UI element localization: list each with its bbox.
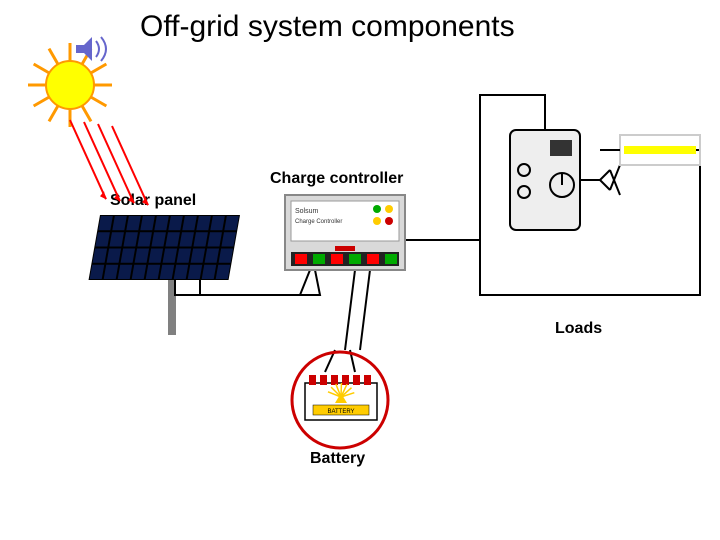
wire xyxy=(345,270,355,350)
svg-text:Charge Controller: Charge Controller xyxy=(295,219,342,225)
speaker-icon xyxy=(76,37,92,61)
meter-load-icon xyxy=(510,130,580,230)
wire xyxy=(360,270,370,350)
solar-panel-icon xyxy=(89,215,240,280)
sun-icon xyxy=(28,43,112,127)
battery-icon: BATTERY xyxy=(305,375,377,420)
svg-text:BATTERY: BATTERY xyxy=(327,409,354,415)
diagram-svg: Solsum Charge Controller BATTERY xyxy=(0,0,720,540)
svg-text:Solsum: Solsum xyxy=(295,208,319,215)
wire xyxy=(600,165,620,195)
sunlight-arrows-icon xyxy=(70,120,148,205)
diagram-stage: Off-grid system components Solar panel C… xyxy=(0,0,720,540)
charge-controller-icon: Solsum Charge Controller xyxy=(285,195,405,270)
lamp-load-icon xyxy=(600,135,700,165)
